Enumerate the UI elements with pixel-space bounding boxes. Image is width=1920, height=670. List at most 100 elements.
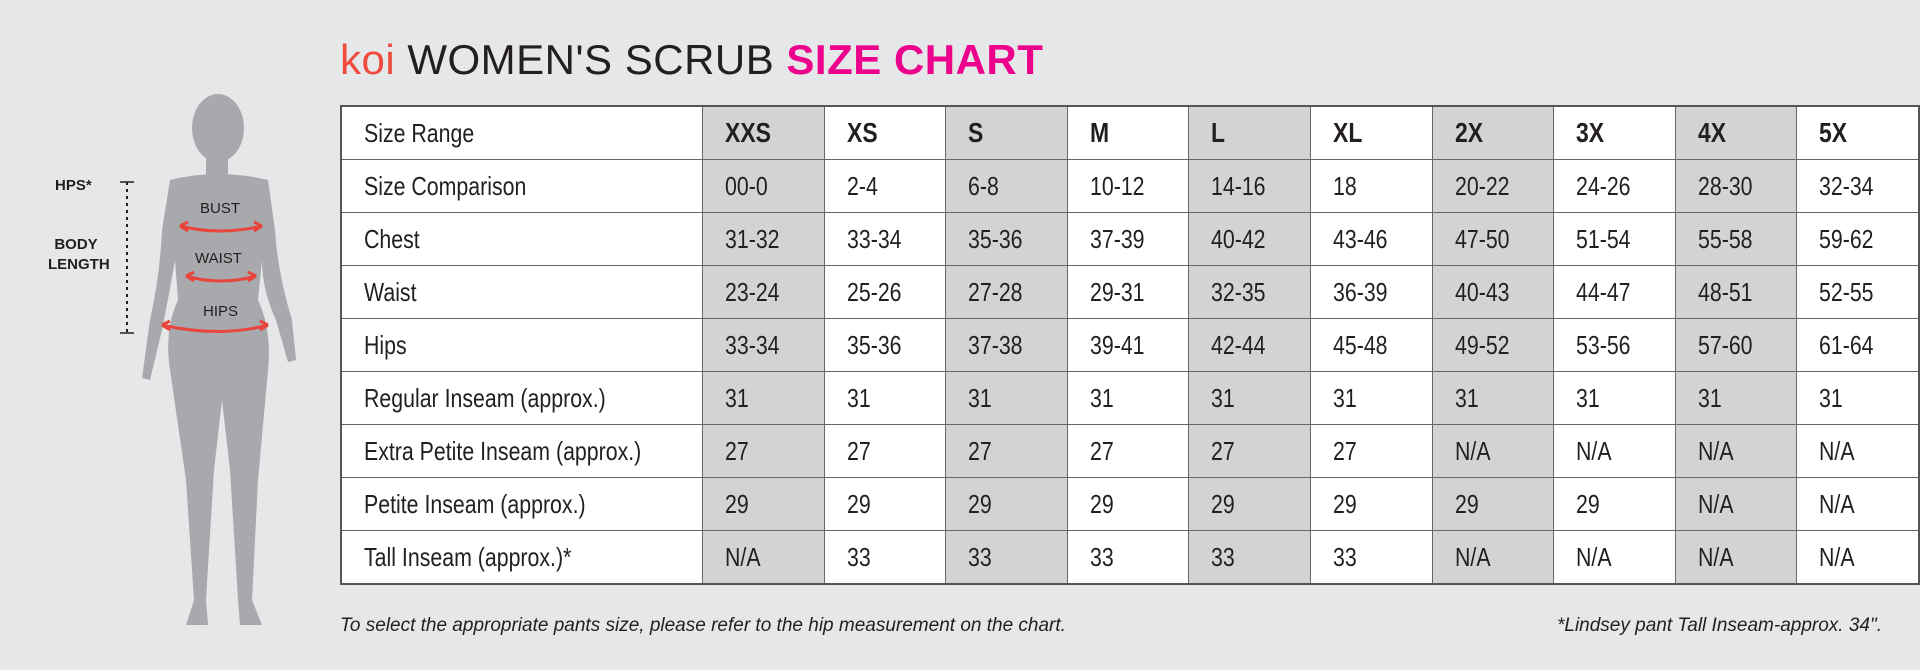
cell-text: 33 <box>1211 541 1236 572</box>
cell-text: 18 <box>1333 170 1357 201</box>
table-cell: 52-55 <box>1796 265 1920 319</box>
size-chart-table: Size Range XXS XS S M L XL 2X 3X 4X 5X Size Compari… <box>340 105 1920 585</box>
table-cell: 29 <box>1188 477 1312 531</box>
row-label-text: Hips <box>364 329 407 360</box>
row-label-text: Petite Inseam (approx.) <box>364 488 586 519</box>
cell-text: 33-34 <box>725 329 780 360</box>
table-cell: 49-52 <box>1431 318 1555 372</box>
table-cell: N/A <box>1553 424 1676 478</box>
table-header-row: Size Range XXS XS S M L XL 2X 3X 4X 5X <box>340 105 1920 160</box>
cell-text: 27 <box>1089 435 1114 466</box>
table-cell: 31 <box>702 371 825 425</box>
page-title: koi WOMEN'S SCRUB SIZE CHART <box>340 36 1043 84</box>
table-cell: N/A <box>1674 530 1798 585</box>
table-cell: 39-41 <box>1066 318 1190 372</box>
table-cell: 27 <box>1066 424 1190 478</box>
table-cell: 33 <box>1310 530 1433 585</box>
cell-text: 47-50 <box>1454 223 1510 254</box>
table-cell: 31 <box>1310 371 1433 425</box>
table-cell: 6-8 <box>945 159 1068 213</box>
waist-label: WAIST <box>195 250 242 267</box>
table-cell: N/A <box>1553 530 1676 585</box>
cell-text: 33 <box>1333 541 1357 572</box>
row-label: Chest <box>340 212 704 266</box>
table-cell: 27 <box>1310 424 1433 478</box>
cell-text: M <box>1089 117 1110 148</box>
cell-text: 29 <box>968 488 993 519</box>
row-label: Waist <box>340 265 704 319</box>
table-cell: 51-54 <box>1553 212 1676 266</box>
table-cell: N/A <box>1674 424 1798 478</box>
table-cell: 40-43 <box>1431 265 1555 319</box>
cell-text: S <box>968 117 984 148</box>
row-label-text: Waist <box>364 276 417 307</box>
table-cell: 24-26 <box>1553 159 1676 213</box>
row-label: Size Range <box>340 105 704 160</box>
footer-note-right: *Lindsey pant Tall Inseam-approx. 34". <box>1556 615 1882 636</box>
row-label: Hips <box>340 318 704 372</box>
cell-text: N/A <box>1576 541 1612 572</box>
footer-note-left: To select the appropriate pants size, pl… <box>340 615 1066 636</box>
table-row: Regular Inseam (approx.) 31 31 31 31 31 31 31 31… <box>340 371 1920 425</box>
table-cell: 37-39 <box>1066 212 1190 266</box>
table-cell: 29 <box>945 477 1068 531</box>
table-cell: 31 <box>1188 371 1312 425</box>
size-header-cell: XXS <box>702 105 825 160</box>
table-cell: 27-28 <box>945 265 1068 319</box>
cell-text: XXS <box>725 117 772 148</box>
table-cell: 31 <box>1066 371 1190 425</box>
table-cell: 35-36 <box>945 212 1068 266</box>
table-cell: 27 <box>1188 424 1312 478</box>
cell-text: XS <box>846 117 878 148</box>
cell-text: N/A <box>1819 541 1855 572</box>
cell-text: 55-58 <box>1697 223 1753 254</box>
cell-text: 31-32 <box>725 223 780 254</box>
table-cell: 32-35 <box>1188 265 1312 319</box>
table-cell: 25-26 <box>823 265 947 319</box>
hips-label: HIPS <box>203 303 239 320</box>
table-cell: 31-32 <box>702 212 825 266</box>
cell-text: 40-43 <box>1454 276 1510 307</box>
cell-text: 31 <box>1697 382 1722 413</box>
table-cell: 31 <box>1674 371 1798 425</box>
cell-text: 27 <box>1211 435 1236 466</box>
cell-text: 32-34 <box>1819 170 1874 201</box>
cell-text: N/A <box>1697 541 1734 572</box>
cell-text: 27 <box>846 435 871 466</box>
size-header-cell: 5X <box>1796 105 1920 160</box>
table-row: Size Comparison 00-0 2-4 6-8 10-12 14-16 18 20-… <box>340 159 1920 213</box>
cell-text: 53-56 <box>1576 329 1631 360</box>
table-cell: 29 <box>702 477 825 531</box>
table-cell: 35-36 <box>823 318 947 372</box>
table-cell: 37-38 <box>945 318 1068 372</box>
size-header-cell: 2X <box>1431 105 1555 160</box>
table-row: Chest 31-32 33-34 35-36 37-39 40-42 43-46 47-50… <box>340 212 1920 266</box>
table-cell: 18 <box>1310 159 1433 213</box>
table-cell: 43-46 <box>1310 212 1433 266</box>
size-header-cell: L <box>1188 105 1312 160</box>
table-cell: 29 <box>823 477 947 531</box>
cell-text: 37-38 <box>968 329 1023 360</box>
size-header-cell: XL <box>1310 105 1433 160</box>
table-cell: 45-48 <box>1310 318 1433 372</box>
cell-text: 40-42 <box>1211 223 1266 254</box>
cell-text: 42-44 <box>1211 329 1266 360</box>
cell-text: 27 <box>968 435 993 466</box>
cell-text: 29 <box>725 488 749 519</box>
cell-text: 33-34 <box>846 223 902 254</box>
table-cell: 33 <box>945 530 1068 585</box>
table-cell: 27 <box>702 424 825 478</box>
cell-text: 61-64 <box>1819 329 1874 360</box>
row-label-text: Regular Inseam (approx.) <box>364 382 606 413</box>
cell-text: L <box>1211 117 1226 148</box>
cell-text: 49-52 <box>1454 329 1510 360</box>
row-label: Regular Inseam (approx.) <box>340 371 704 425</box>
cell-text: 33 <box>846 541 871 572</box>
table-cell: 29 <box>1310 477 1433 531</box>
cell-text: 37-39 <box>1089 223 1145 254</box>
table-cell: 23-24 <box>702 265 825 319</box>
cell-text: 35-36 <box>968 223 1023 254</box>
table-cell: 31 <box>1796 371 1920 425</box>
table-cell: 33-34 <box>823 212 947 266</box>
cell-text: 31 <box>846 382 871 413</box>
